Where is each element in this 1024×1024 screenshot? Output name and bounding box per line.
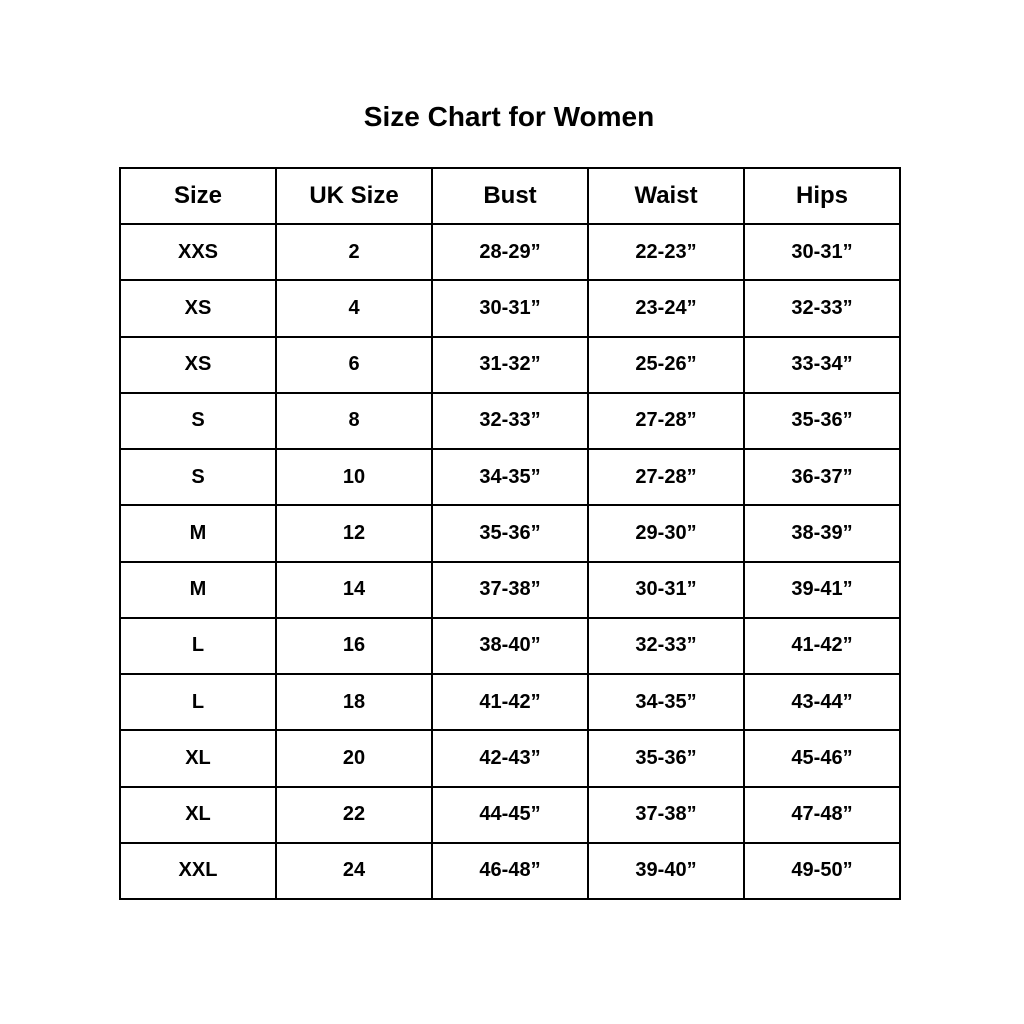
- table-cell: 14: [275, 560, 433, 619]
- table-cell: 39-40”: [587, 841, 745, 901]
- table-cell: 23-24”: [587, 279, 745, 338]
- table-cell: L: [119, 616, 277, 676]
- table-cell: 41-42”: [743, 616, 901, 676]
- table-row: XS 4 30-31” 23-24” 32-33”: [119, 279, 901, 338]
- table-cell: 46-48”: [431, 841, 589, 901]
- table-cell: 32-33”: [587, 616, 745, 676]
- column-header: Bust: [431, 167, 589, 225]
- table-cell: 42-43”: [431, 729, 589, 788]
- table-row: S 8 32-33” 27-28” 35-36”: [119, 391, 901, 451]
- table-cell: 22-23”: [587, 222, 745, 282]
- table-cell: 31-32”: [431, 335, 589, 394]
- table-row: S 10 34-35” 27-28” 36-37”: [119, 447, 901, 507]
- table-cell: 44-45”: [431, 785, 589, 844]
- table-cell: 28-29”: [431, 222, 589, 282]
- table-row: XS 6 31-32” 25-26” 33-34”: [119, 335, 901, 394]
- table-cell: 32-33”: [743, 279, 901, 338]
- table-cell: 35-36”: [587, 729, 745, 788]
- table-cell: 8: [275, 391, 433, 451]
- table-cell: 4: [275, 279, 433, 338]
- table-cell: 41-42”: [431, 672, 589, 732]
- table-cell: 27-28”: [587, 391, 745, 451]
- table-cell: XL: [119, 729, 277, 788]
- table-header-row: Size UK Size Bust Waist Hips: [119, 167, 901, 225]
- table-cell: S: [119, 447, 277, 507]
- table-cell: 25-26”: [587, 335, 745, 394]
- table-cell: 43-44”: [743, 672, 901, 732]
- table-cell: 37-38”: [431, 560, 589, 619]
- table-cell: 30-31”: [431, 279, 589, 338]
- table-cell: 35-36”: [743, 391, 901, 451]
- table-cell: 16: [275, 616, 433, 676]
- table-cell: 39-41”: [743, 560, 901, 619]
- table-cell: XL: [119, 785, 277, 844]
- table-cell: 37-38”: [587, 785, 745, 844]
- table-cell: M: [119, 560, 277, 619]
- column-header: Waist: [587, 167, 745, 225]
- table-cell: L: [119, 672, 277, 732]
- table-cell: XXS: [119, 222, 277, 282]
- table-cell: XXL: [119, 841, 277, 901]
- table-row: XXS 2 28-29” 22-23” 30-31”: [119, 222, 901, 282]
- table-row: M 12 35-36” 29-30” 38-39”: [119, 504, 901, 563]
- column-header: Size: [119, 167, 277, 225]
- table-row: L 16 38-40” 32-33” 41-42”: [119, 616, 901, 676]
- table-cell: XS: [119, 279, 277, 338]
- table-cell: S: [119, 391, 277, 451]
- table-cell: 34-35”: [587, 672, 745, 732]
- table-cell: 10: [275, 447, 433, 507]
- column-header: UK Size: [275, 167, 433, 225]
- table-cell: 32-33”: [431, 391, 589, 451]
- table-cell: 22: [275, 785, 433, 844]
- table-cell: 20: [275, 729, 433, 788]
- column-header: Hips: [743, 167, 901, 225]
- table-cell: 27-28”: [587, 447, 745, 507]
- table-cell: 18: [275, 672, 433, 732]
- table-cell: 6: [275, 335, 433, 394]
- table-cell: 12: [275, 504, 433, 563]
- table-cell: 33-34”: [743, 335, 901, 394]
- table-row: XXL 24 46-48” 39-40” 49-50”: [119, 841, 901, 901]
- size-chart-table: Size UK Size Bust Waist Hips XXS 2 28-29” 22-23…: [119, 167, 901, 901]
- table-cell: 34-35”: [431, 447, 589, 507]
- table-cell: 38-40”: [431, 616, 589, 676]
- table-cell: 29-30”: [587, 504, 745, 563]
- table-cell: 38-39”: [743, 504, 901, 563]
- table-row: XL 22 44-45” 37-38” 47-48”: [119, 785, 901, 844]
- table-row: XL 20 42-43” 35-36” 45-46”: [119, 729, 901, 788]
- table-cell: M: [119, 504, 277, 563]
- table-cell: 49-50”: [743, 841, 901, 901]
- table-cell: 2: [275, 222, 433, 282]
- page-title: Size Chart for Women: [363, 101, 655, 132]
- table-cell: 35-36”: [431, 504, 589, 563]
- table-body: XXS 2 28-29” 22-23” 30-31” XS 4 30-31” 23-24” 32-…: [119, 222, 901, 901]
- table-cell: 36-37”: [743, 447, 901, 507]
- table-row: L 18 41-42” 34-35” 43-44”: [119, 672, 901, 732]
- table-row: M 14 37-38” 30-31” 39-41”: [119, 560, 901, 619]
- table-cell: 24: [275, 841, 433, 901]
- table-cell: 30-31”: [587, 560, 745, 619]
- table-cell: XS: [119, 335, 277, 394]
- table-cell: 45-46”: [743, 729, 901, 788]
- table-cell: 30-31”: [743, 222, 901, 282]
- table-cell: 47-48”: [743, 785, 901, 844]
